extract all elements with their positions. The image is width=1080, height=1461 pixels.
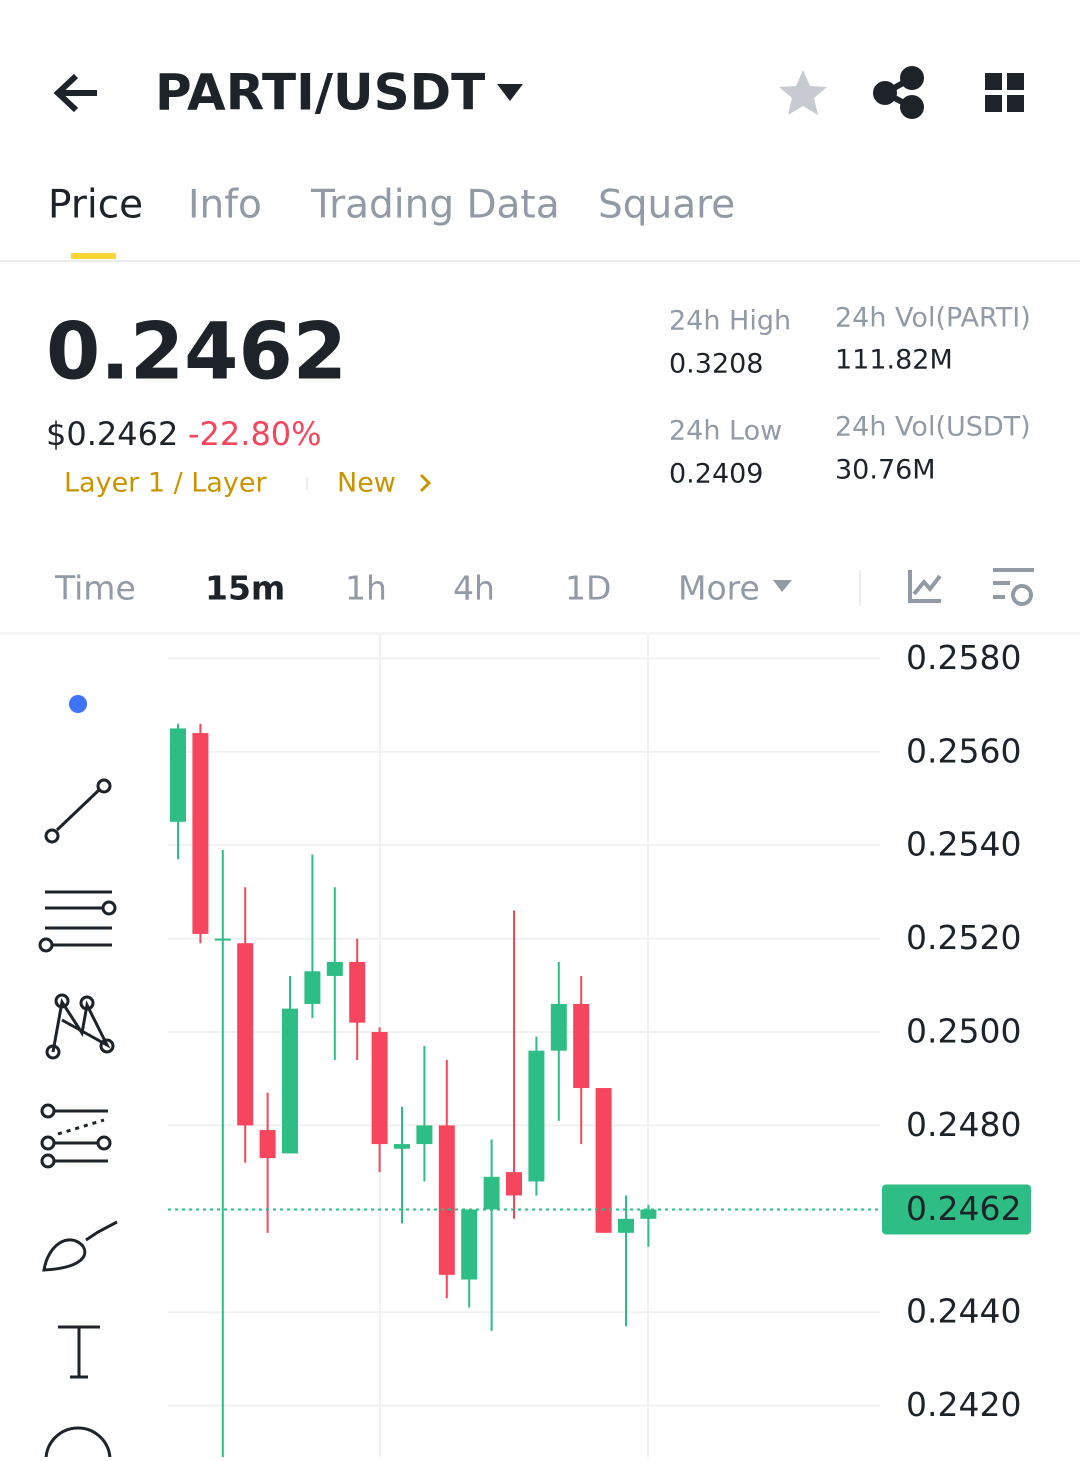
stat-label: 24h Vol(USDT): [835, 412, 1031, 443]
separator: [859, 570, 861, 606]
tag-link[interactable]: Layer 1 / Layer: [64, 468, 267, 499]
y-tick-label: 0.2420: [906, 1385, 1021, 1424]
stat-label: 24h High: [669, 306, 791, 337]
candle-body: [618, 1218, 634, 1233]
candle-body: [304, 971, 321, 1004]
candle-body: [371, 1031, 388, 1145]
back-button[interactable]: [53, 73, 97, 113]
interval[interactable]: 1h: [345, 569, 387, 608]
candle-body: [349, 961, 366, 1023]
y-tick-label: 0.2480: [906, 1105, 1021, 1144]
indicator-button[interactable]: [908, 570, 942, 603]
divider: [0, 632, 1080, 635]
candle-body: [326, 961, 343, 976]
separator: [306, 477, 308, 489]
tab-indicator: [71, 253, 116, 259]
interval[interactable]: 15m: [205, 569, 285, 608]
y-tick-label: 0.2560: [906, 731, 1021, 770]
price-change: -22.80%: [188, 415, 322, 453]
interval[interactable]: Time: [54, 569, 136, 608]
more-dropdown: [773, 580, 792, 592]
y-tick-label: 0.2500: [906, 1011, 1021, 1050]
stat-label: 24h Vol(PARTI): [835, 303, 1031, 334]
tab[interactable]: Info: [188, 183, 262, 228]
candle-body: [640, 1209, 657, 1219]
candle-body: [237, 943, 254, 1126]
grid-menu[interactable]: [985, 73, 1024, 112]
pair-dropdown[interactable]: [497, 84, 523, 101]
y-tick-label: 0.2540: [906, 825, 1021, 864]
stat-value: 0.3208: [669, 349, 763, 380]
candle-body: [214, 938, 231, 941]
candle-body: [461, 1209, 478, 1280]
interval[interactable]: 1D: [565, 569, 611, 608]
last-price-box: [882, 1184, 1031, 1235]
candle-body: [282, 1008, 298, 1154]
candle-body: [438, 1125, 455, 1275]
favorite-star[interactable]: [779, 70, 827, 115]
stat-label: 24h Low: [669, 416, 782, 447]
candle-body: [259, 1130, 276, 1159]
stat-value: 30.76M: [835, 455, 936, 486]
usd-price: $0.2462: [46, 415, 178, 453]
last-price-label: 0.2462: [906, 1189, 1021, 1228]
last-price: 0.2462: [46, 307, 347, 397]
candle-body: [573, 1003, 590, 1089]
chevron: [419, 473, 432, 493]
y-tick-label: 0.2520: [906, 918, 1021, 957]
candle-body: [550, 1003, 567, 1051]
pair-title[interactable]: PARTI/USDT: [155, 64, 485, 122]
interval[interactable]: 4h: [453, 569, 495, 608]
divider: [0, 260, 1080, 262]
candle-body: [483, 1176, 500, 1210]
candle-body: [192, 733, 209, 934]
tab[interactable]: Square: [598, 183, 735, 228]
settings-button[interactable]: [993, 568, 1034, 606]
share-button[interactable]: [873, 66, 924, 119]
candle-body: [506, 1172, 522, 1196]
candle-body: [394, 1144, 410, 1149]
tab[interactable]: Price: [48, 183, 143, 228]
tag-link[interactable]: New: [337, 468, 396, 499]
drawing-toolbar: [38, 695, 118, 1461]
candle-body: [170, 728, 186, 822]
y-tick-label: 0.2440: [906, 1292, 1021, 1331]
stat-value: 0.2409: [669, 459, 763, 490]
candle-body: [595, 1088, 612, 1233]
interval[interactable]: More: [678, 569, 760, 608]
candle-body: [416, 1125, 433, 1145]
tab[interactable]: Trading Data: [310, 183, 560, 228]
y-tick-label: 0.2580: [906, 638, 1021, 677]
stat-value: 111.82M: [835, 345, 953, 376]
candle-body: [528, 1050, 545, 1182]
